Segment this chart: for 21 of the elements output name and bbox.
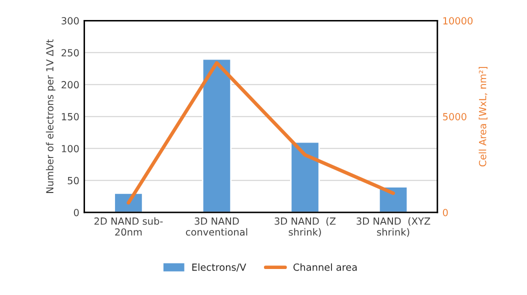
- y-tick-label: 150: [62, 113, 79, 120]
- y-tick-label: 50: [68, 176, 79, 184]
- x-tick-label: 2D NAND sub- 20nm: [94, 217, 163, 236]
- y-tick-label: 200: [62, 81, 79, 88]
- y-tick-label: 250: [62, 49, 79, 56]
- legend-label: Channel area: [293, 263, 357, 271]
- bar: [202, 58, 232, 212]
- y2-tick-label: 5000: [443, 113, 466, 120]
- legend-label: Electrons/V: [192, 263, 246, 272]
- line-series: [126, 61, 396, 205]
- y-tick-label: 100: [62, 144, 79, 152]
- x-tick-label: 3D NAND (XYZ shrink): [356, 217, 430, 237]
- y-axis-title: Number of electrons per 1V ΔVt: [46, 39, 56, 193]
- y2-axis-title: Cell Area [WxL, nm²]: [478, 66, 488, 166]
- y2-tick-label: 10000: [443, 17, 473, 24]
- x-tick-label: 3D NAND (Z shrink): [274, 217, 336, 237]
- y2-tick-label: 0: [442, 208, 448, 216]
- x-tick-label: 3D NAND conventional: [186, 217, 248, 236]
- y-tick-label: 300: [62, 17, 79, 24]
- y-tick-label: 0: [74, 208, 79, 216]
- bar: [290, 141, 320, 212]
